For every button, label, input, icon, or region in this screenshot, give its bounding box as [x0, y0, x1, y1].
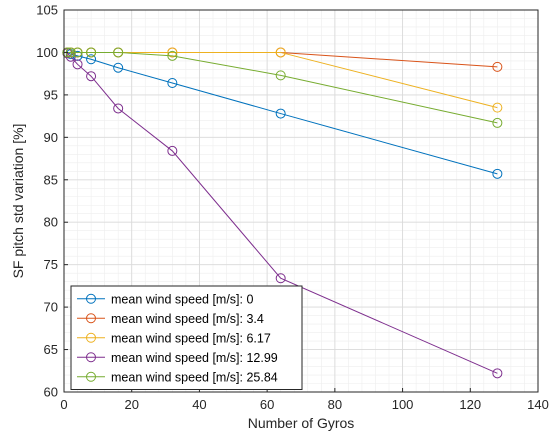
- y-tick-label: 105: [36, 3, 58, 18]
- data-point: [492, 102, 503, 113]
- y-tick-label: 95: [44, 87, 58, 102]
- x-axis-label: Number of Gyros: [248, 415, 355, 431]
- legend-swatch-marker: [86, 332, 96, 343]
- legend-swatch-marker: [86, 371, 96, 382]
- x-tick-label: 40: [192, 397, 206, 412]
- legend: mean wind speed [m/s]: 0 mean wind speed …: [70, 285, 303, 390]
- y-tick-label: 80: [44, 215, 58, 230]
- data-point: [275, 273, 286, 284]
- data-point: [86, 71, 97, 82]
- legend-box: [70, 285, 303, 390]
- legend-entry-label: mean wind speed [m/s]: 0: [111, 292, 253, 306]
- data-point: [167, 47, 178, 58]
- x-tick-label: 120: [459, 397, 481, 412]
- data-point: [167, 145, 178, 156]
- y-tick-label: 90: [44, 130, 58, 145]
- x-tick-label: 100: [392, 397, 414, 412]
- y-tick-label: 70: [44, 300, 58, 315]
- x-tick-label: 60: [260, 397, 274, 412]
- data-point: [167, 78, 178, 89]
- data-point: [72, 47, 83, 58]
- plot-frame: [63, 9, 539, 393]
- y-axis-ticks: 60 65 70 75 80 85 90 95 100 105: [36, 3, 68, 400]
- y-tick-label: 60: [44, 385, 58, 400]
- legend-swatch-marker: [86, 313, 96, 324]
- series-layer: [62, 47, 503, 379]
- series-line: [67, 52, 498, 374]
- x-axis-ticks: 0 20 40 60 80 100 120 140: [60, 388, 549, 412]
- data-point: [113, 47, 124, 58]
- legend-swatch-marker: [86, 352, 96, 363]
- data-point: [275, 108, 286, 119]
- series-group: [62, 47, 503, 128]
- y-tick-label: 85: [44, 172, 58, 187]
- x-tick-label: 20: [124, 397, 138, 412]
- data-point: [72, 59, 83, 70]
- data-point: [167, 50, 178, 61]
- y-tick-label: 65: [44, 342, 58, 357]
- y-tick-label: 100: [36, 45, 58, 60]
- y-axis-label: SF pitch std variation [%]: [10, 124, 26, 279]
- legend-entry-label: mean wind speed [m/s]: 6.17: [111, 331, 271, 345]
- data-point: [113, 62, 124, 73]
- data-point: [72, 50, 83, 61]
- data-point: [62, 47, 73, 58]
- y-tick-label: 75: [44, 257, 58, 272]
- legend-swatch-marker: [86, 293, 96, 304]
- data-point: [492, 168, 503, 179]
- data-point: [86, 54, 97, 65]
- x-tick-label: 0: [60, 397, 67, 412]
- legend-entry-label: mean wind speed [m/s]: 25.84: [111, 370, 278, 384]
- data-point: [492, 117, 503, 128]
- legend-entry-label: mean wind speed [m/s]: 12.99: [111, 351, 278, 365]
- data-point: [113, 103, 124, 114]
- data-point: [86, 47, 97, 58]
- legend-entry-label: mean wind speed [m/s]: 3.4: [111, 312, 264, 326]
- data-point: [275, 70, 286, 81]
- data-point: [492, 368, 503, 379]
- data-point: [492, 61, 503, 72]
- data-point: [275, 47, 286, 58]
- x-tick-label: 80: [328, 397, 342, 412]
- x-tick-label: 140: [527, 397, 549, 412]
